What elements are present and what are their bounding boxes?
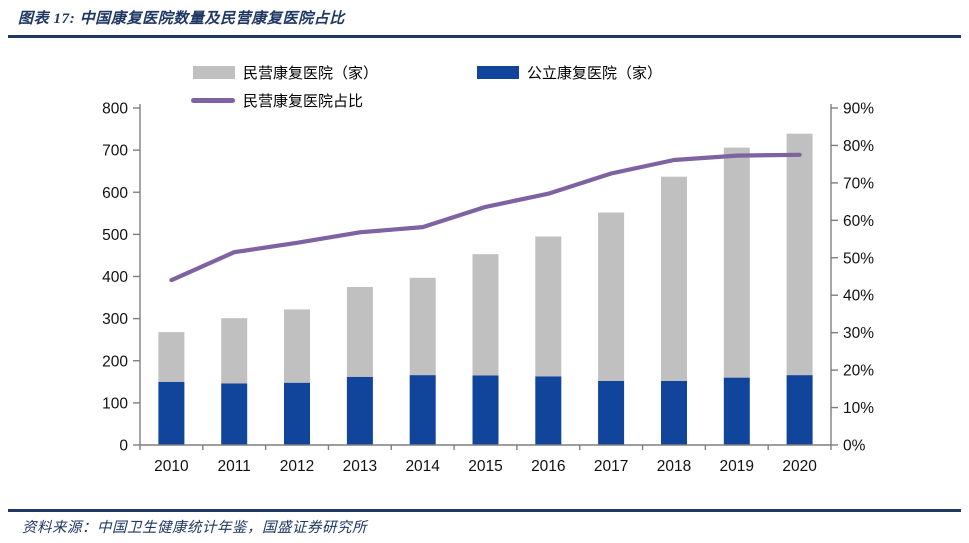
left-axis-tick-label: 600 (102, 185, 128, 202)
x-axis-category-label: 2020 (782, 458, 817, 475)
footer-divider (8, 509, 961, 512)
public-bar-segment (346, 376, 373, 445)
right-axis-tick-label: 10% (843, 400, 874, 417)
private-bar-segment (786, 133, 813, 376)
x-axis-category-label: 2012 (280, 458, 314, 475)
x-axis-category-label: 2014 (405, 458, 440, 475)
legend-label-ratio-line: 民营康复医院占比 (243, 93, 364, 110)
left-axis-tick-label: 700 (102, 143, 128, 160)
right-axis-tick-label: 60% (843, 213, 874, 230)
right-axis-tick-label: 70% (843, 175, 874, 192)
x-axis-category-label: 2011 (218, 458, 251, 475)
right-axis-tick-label: 20% (843, 363, 874, 380)
legend-label-public-bar: 公立康复医院（家） (527, 65, 663, 82)
left-axis-tick-label: 300 (102, 311, 128, 328)
x-axis-category-label: 2010 (154, 458, 189, 475)
right-axis-tick-label: 40% (843, 288, 874, 305)
right-axis-tick-label: 50% (843, 250, 874, 267)
private-bar-segment (346, 287, 373, 377)
legend-swatch-private-bar (193, 66, 235, 79)
left-axis-tick-label: 400 (102, 269, 128, 286)
right-axis-tick-label: 80% (843, 138, 874, 155)
x-axis-category-label: 2018 (657, 458, 691, 475)
left-axis-tick-label: 800 (102, 101, 128, 118)
x-axis-category-label: 2017 (594, 458, 628, 475)
left-axis-tick-label: 0 (119, 438, 128, 455)
source-note: 资料来源：中国卫生健康统计年鉴，国盛证券研究所 (22, 520, 367, 536)
right-axis-tick-label: 30% (843, 325, 874, 342)
legend-item-public-bar: 公立康复医院（家） (477, 62, 662, 83)
legend-swatch-ratio-line (191, 98, 235, 103)
private-bar-segment (661, 176, 687, 381)
chart-plot: 0 100 200 300 400 500 600 700 800 0% 10% 20% 30% 40% 5… (102, 101, 874, 476)
public-bar-segment (786, 375, 813, 445)
public-bar-segment (221, 383, 248, 445)
x-axis-category-label: 2015 (468, 458, 502, 475)
public-bar-segment (472, 375, 499, 445)
legend-swatch-public-bar (477, 66, 519, 79)
x-axis-category-label: 2016 (531, 458, 565, 475)
left-axis-tick-label: 100 (102, 395, 128, 412)
public-bar-segment (723, 377, 750, 445)
public-bar-segment (598, 381, 625, 445)
legend-item-ratio-line: 民营康复医院占比 (191, 90, 363, 111)
private-bar-segment (723, 147, 750, 378)
left-axis-tick-label: 500 (102, 227, 128, 244)
right-axis-tick-label: 0% (843, 438, 866, 455)
left-axis-tick-label: 200 (102, 353, 128, 370)
public-bar-segment (409, 375, 436, 445)
ratio-line-series (169, 152, 802, 283)
right-axis-tick-label: 90% (843, 101, 874, 118)
private-bar-segment (472, 254, 499, 376)
legend-label-private-bar: 民营康复医院（家） (243, 65, 379, 82)
private-bar-segment (535, 236, 562, 377)
x-axis-category-label: 2019 (720, 458, 754, 475)
private-bar-segment (409, 277, 436, 376)
private-bar-segment (221, 318, 248, 384)
x-axis-category-label: 2013 (343, 458, 377, 475)
public-bar-segment (661, 381, 687, 445)
legend-item-private-bar: 民营康复医院（家） (193, 62, 378, 83)
private-bar-segment (158, 332, 185, 382)
public-bar-segment (284, 382, 310, 445)
figure-title: 图表 17: 中国康复医院数量及民营康复医院占比 (18, 11, 345, 27)
public-bar-segment (535, 376, 562, 445)
private-bar-segment (284, 309, 310, 383)
title-divider (8, 35, 961, 38)
private-bar-segment (598, 212, 625, 381)
public-bar-segment (158, 381, 185, 445)
